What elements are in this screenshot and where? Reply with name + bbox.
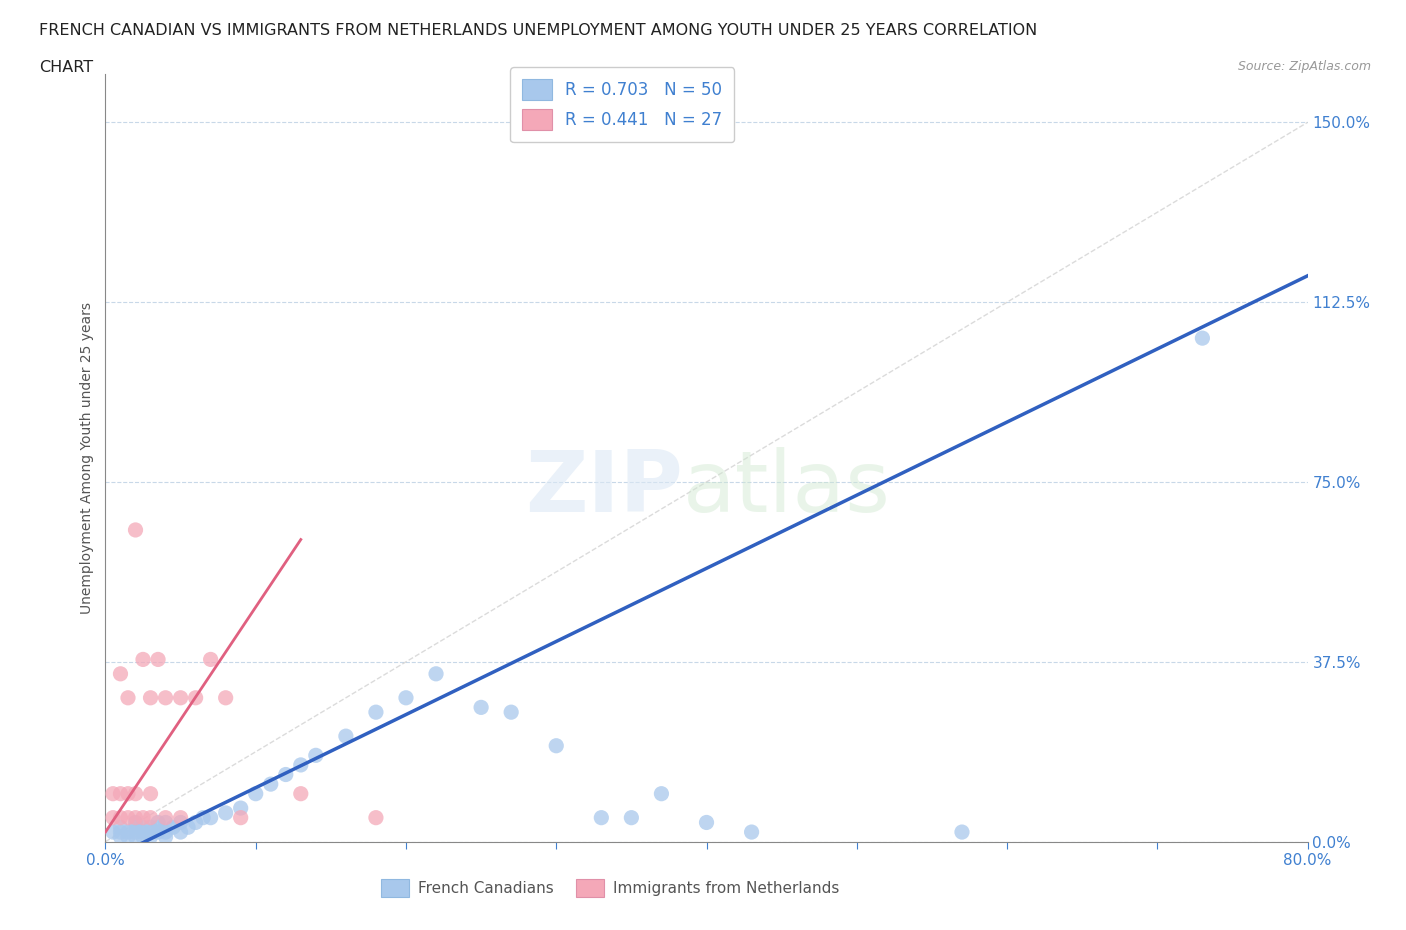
Point: [124, 786, 146, 801]
Point: [184, 815, 207, 830]
Point: [117, 830, 139, 844]
Point: [229, 801, 252, 816]
Point: [117, 690, 139, 705]
Point: [155, 690, 177, 705]
Point: [620, 810, 643, 825]
Point: [274, 767, 297, 782]
Text: atlas: atlas: [682, 447, 890, 530]
Point: [501, 705, 523, 720]
Point: [591, 810, 613, 825]
Point: [132, 825, 155, 840]
Point: [124, 815, 146, 830]
Point: [124, 825, 146, 840]
Point: [124, 810, 146, 825]
Point: [155, 810, 177, 825]
Legend: French Canadians, Immigrants from Netherlands: French Canadians, Immigrants from Nether…: [375, 873, 845, 903]
Point: [139, 786, 162, 801]
Point: [110, 810, 132, 825]
Point: [132, 820, 155, 835]
Point: [169, 815, 191, 830]
Point: [650, 786, 672, 801]
Point: [191, 810, 214, 825]
Point: [124, 820, 146, 835]
Point: [110, 786, 132, 801]
Point: [214, 805, 236, 820]
Point: [117, 810, 139, 825]
Point: [260, 777, 283, 791]
Point: [132, 830, 155, 844]
Point: [245, 786, 267, 801]
Point: [214, 690, 236, 705]
Point: [229, 810, 252, 825]
Point: [139, 820, 162, 835]
Point: [290, 757, 312, 772]
Point: [177, 820, 200, 835]
Point: [395, 690, 418, 705]
Point: [155, 830, 177, 844]
Point: [184, 690, 207, 705]
Point: [132, 810, 155, 825]
Text: ZIP: ZIP: [524, 447, 682, 530]
Y-axis label: Unemployment Among Youth under 25 years: Unemployment Among Youth under 25 years: [80, 302, 94, 614]
Point: [200, 652, 222, 667]
Point: [741, 825, 763, 840]
Point: [546, 738, 568, 753]
Point: [696, 815, 718, 830]
Point: [169, 825, 191, 840]
Point: [1191, 331, 1213, 346]
Point: [139, 690, 162, 705]
Point: [169, 810, 191, 825]
Point: [425, 667, 447, 682]
Point: [470, 700, 492, 715]
Point: [200, 810, 222, 825]
Point: [101, 825, 124, 840]
Point: [146, 815, 169, 830]
Point: [101, 810, 124, 825]
Point: [364, 810, 387, 825]
Point: [124, 523, 146, 538]
Point: [110, 667, 132, 682]
Point: [155, 825, 177, 840]
Point: [110, 820, 132, 835]
Text: Source: ZipAtlas.com: Source: ZipAtlas.com: [1237, 60, 1371, 73]
Point: [305, 748, 328, 763]
Point: [155, 815, 177, 830]
Point: [364, 705, 387, 720]
Point: [950, 825, 973, 840]
Point: [117, 786, 139, 801]
Point: [146, 825, 169, 840]
Point: [290, 786, 312, 801]
Text: CHART: CHART: [39, 60, 93, 75]
Point: [146, 820, 169, 835]
Point: [169, 690, 191, 705]
Text: FRENCH CANADIAN VS IMMIGRANTS FROM NETHERLANDS UNEMPLOYMENT AMONG YOUTH UNDER 25: FRENCH CANADIAN VS IMMIGRANTS FROM NETHE…: [39, 23, 1038, 38]
Point: [162, 820, 184, 835]
Point: [139, 810, 162, 825]
Point: [139, 825, 162, 840]
Point: [132, 652, 155, 667]
Point: [110, 830, 132, 844]
Point: [110, 825, 132, 840]
Point: [139, 830, 162, 844]
Point: [335, 729, 357, 744]
Point: [124, 830, 146, 844]
Point: [117, 825, 139, 840]
Point: [101, 786, 124, 801]
Point: [146, 652, 169, 667]
